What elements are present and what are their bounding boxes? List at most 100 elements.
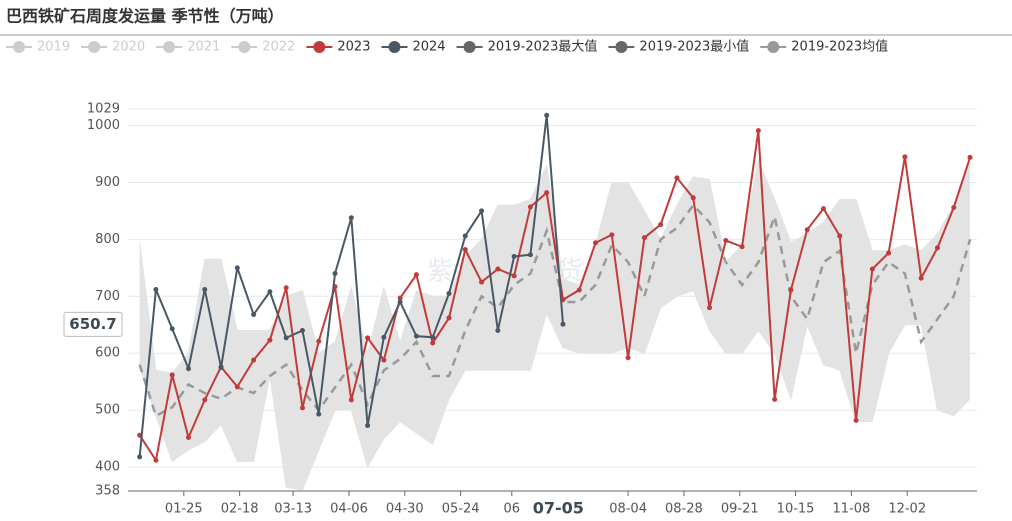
legend-label: 2023 [337,40,370,55]
point [462,233,468,239]
point [267,289,273,295]
y-tick-label: 1029 [87,102,120,117]
series-layer [137,112,973,491]
point [153,457,159,463]
pointer-y-box [63,311,123,337]
point [234,384,240,390]
chart-title: 巴西铁矿石周度发运量 季节性（万吨） [6,7,284,26]
point [185,366,191,372]
legend-label: 2020 [112,40,145,55]
legend-marker [615,41,628,53]
pointer-x-label: 07-05 [533,499,584,518]
legend-label: 2022 [262,40,295,55]
point [218,364,224,370]
legend-marker [88,41,101,53]
legend-marker [313,41,326,53]
legend-marker [767,41,780,53]
point [381,357,387,363]
point [544,190,550,196]
point [381,334,387,340]
point [446,290,452,296]
x-tick-label: 12-02 [888,502,926,517]
series-line [138,203,972,418]
point [527,204,533,210]
point [511,273,517,279]
legend-marker [463,41,476,53]
point [576,287,582,293]
point [804,227,810,233]
x-tick-label: 11-08 [833,502,871,517]
point [479,208,485,214]
point [479,279,485,285]
point [739,244,745,250]
point [755,128,761,134]
point [902,154,908,160]
point [707,305,713,311]
series-line [139,289,971,491]
x-tick-label: 04-06 [330,502,368,517]
x-tick-label: 01-25 [165,502,203,517]
legend-label: 2019 [37,40,70,55]
point [788,287,794,293]
x-tick-label: 06 [504,502,521,517]
point [837,233,843,239]
legend-marker [163,41,176,53]
point [625,355,631,361]
point [641,235,647,241]
x-tick-label: 05-24 [442,502,480,517]
point [723,238,729,244]
point [544,112,550,118]
point [609,232,615,238]
point [820,206,826,212]
y-tick-label: 1000 [87,118,120,133]
point [185,434,191,440]
point [560,321,566,327]
point [690,195,696,201]
point [153,286,159,292]
pointer-x-box [526,495,591,521]
point [202,286,208,292]
legend: 2019 2020 2021 2022 2023 2024 2019-2023最大值 2019… [6,39,888,55]
point [918,275,924,281]
y-tick-label: 400 [95,460,120,475]
x-tick-label: 02-18 [221,502,259,517]
x-tick-label: 09-21 [721,502,759,517]
point [446,315,452,321]
point [430,334,436,340]
point [283,335,289,341]
legend-marker [388,41,401,53]
point [251,357,257,363]
legend-marker [238,41,251,53]
y-tick-label: 800 [95,232,120,247]
point [251,312,257,318]
point [169,372,175,378]
legend-marker [13,41,25,53]
point [348,397,354,403]
y-tick-label: 358 [95,484,120,499]
x-tick-label: 08-04 [609,502,647,517]
point [316,411,322,417]
point [169,326,175,332]
point [267,337,273,343]
point [316,338,322,344]
point [413,272,419,278]
point [511,253,517,259]
point [658,222,664,228]
point [674,175,680,181]
point [967,154,973,160]
point [951,204,957,210]
point [234,265,240,271]
point [348,215,354,221]
point [332,271,338,277]
point [430,340,436,346]
x-tick-label: 04-30 [386,502,424,517]
legend-label: 2021 [187,40,220,55]
point [593,240,599,246]
point [462,247,468,253]
legend-label: 2019-2023最小值 [639,39,749,55]
point [137,454,143,460]
point [772,396,778,402]
point [365,335,371,341]
legend-label: 2024 [412,40,445,55]
point [397,295,403,301]
